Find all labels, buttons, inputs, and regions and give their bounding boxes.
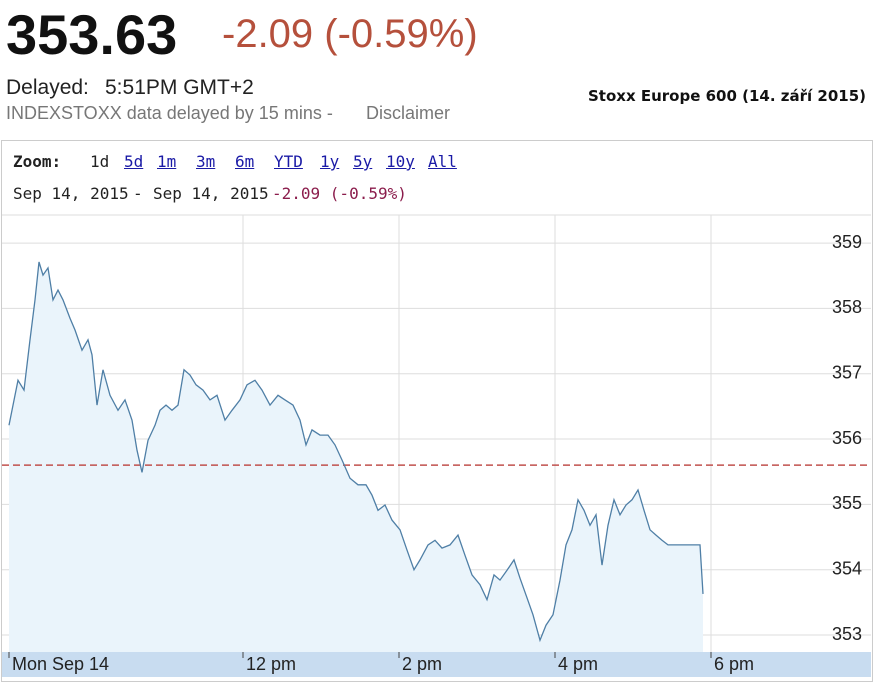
zoom-option[interactable]: 1y <box>320 152 340 171</box>
disclaimer-link[interactable]: Disclaimer <box>366 103 451 123</box>
delayed-label: Delayed: <box>6 76 89 99</box>
zoom-label: Zoom: <box>13 152 62 171</box>
delayed-time: 5:51PM GMT+2 <box>105 76 254 99</box>
y-tick-label: 354 <box>832 558 862 578</box>
range-change: -2.09 (-0.59%) <box>272 184 407 203</box>
date-separator: - <box>133 184 143 203</box>
y-tick-label: 355 <box>832 493 862 513</box>
date-to[interactable]: Sep 14, 2015 <box>153 184 269 203</box>
zoom-option[interactable]: 1m <box>157 152 177 171</box>
price-line <box>8 261 704 643</box>
x-tick-label: 6 pm <box>714 654 754 674</box>
x-tick-label: 2 pm <box>402 654 442 674</box>
zoom-option[interactable]: 5d <box>124 152 144 171</box>
zoom-option[interactable]: YTD <box>274 152 303 171</box>
chart-frame <box>1 140 873 682</box>
delay-note: INDEXSTOXX data delayed by 15 mins - <box>6 103 333 123</box>
zoom-option[interactable]: 1d <box>90 152 110 171</box>
y-tick-label: 356 <box>832 428 862 448</box>
area <box>9 262 703 652</box>
x-tick-label: Mon Sep 14 <box>12 654 109 674</box>
zoom-option[interactable]: 3m <box>196 152 216 171</box>
zoom-option[interactable]: 5y <box>353 152 373 171</box>
y-tick-label: 358 <box>832 297 862 317</box>
price-change: -2.09 (-0.59%) <box>222 12 478 56</box>
y-tick-label: 357 <box>832 362 862 382</box>
zoom-option[interactable]: 6m <box>235 152 255 171</box>
x-tick-label: 12 pm <box>246 654 296 674</box>
price: 353.63 <box>6 3 178 66</box>
chart-title: Stoxx Europe 600 (14. září 2015) <box>587 87 866 105</box>
zoom-option[interactable]: All <box>428 152 457 171</box>
x-tick-label: 4 pm <box>558 654 598 674</box>
zoom-option[interactable]: 10y <box>386 152 415 171</box>
y-tick-label: 353 <box>832 624 862 644</box>
x-axis-band <box>2 652 871 677</box>
y-tick-label: 359 <box>832 232 862 252</box>
date-from[interactable]: Sep 14, 2015 <box>13 184 129 203</box>
